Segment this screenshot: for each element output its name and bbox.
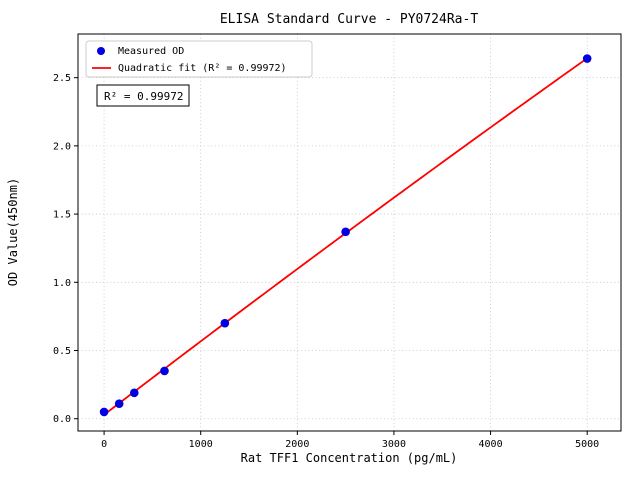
x-tick-label: 3000 [382, 439, 406, 450]
x-tick-label: 0 [101, 439, 107, 450]
y-tick-label: 1.0 [53, 278, 71, 289]
axis-ticks: 0 1000 2000 3000 4000 5000 0.0 0.5 1.0 1.5 2.0 2.5 [53, 73, 599, 450]
x-tick-label: 5000 [575, 439, 599, 450]
axes-border [77, 33, 622, 432]
measured-data-point [582, 54, 592, 63]
chart-title: ELISA Standard Curve - PY0724Ra-T [220, 12, 478, 27]
measured-data-point [129, 388, 139, 398]
y-tick-label: 2.0 [53, 141, 71, 152]
y-tick-label: 0.0 [53, 414, 71, 425]
measured-data-point [160, 366, 169, 376]
legend-fit-label: Quadratic fit (R² = 0.99972) [118, 63, 287, 74]
y-axis-label: OD Value(450nm) [6, 178, 20, 286]
r-squared-box [96, 84, 190, 107]
plot-data-layer [99, 54, 592, 417]
quadratic-fit-line [103, 57, 588, 416]
x-tick-label: 4000 [479, 439, 503, 450]
x-tick-label: 2000 [285, 439, 309, 450]
legend: Measured OD Quadratic fit (R² = 0.99972) [85, 40, 313, 78]
measured-data-point [220, 318, 230, 328]
legend-measured-marker-icon [97, 47, 105, 55]
x-axis-label: Rat TFF1 Concentration (pg/mL) [241, 451, 458, 465]
r-squared-text: R² = 0.99972 [104, 90, 183, 103]
legend-measured-label: Measured OD [118, 46, 184, 57]
measured-data-point [114, 399, 124, 409]
measured-data-point [99, 407, 109, 417]
legend-box [85, 40, 313, 78]
y-tick-label: 2.5 [53, 73, 71, 84]
measured-data-point [341, 227, 350, 237]
y-tick-label: 1.5 [53, 210, 71, 221]
y-tick-label: 0.5 [53, 346, 71, 357]
x-tick-label: 1000 [189, 439, 213, 450]
r-squared-annotation: R² = 0.99972 [96, 84, 190, 107]
grid-lines [78, 34, 621, 431]
